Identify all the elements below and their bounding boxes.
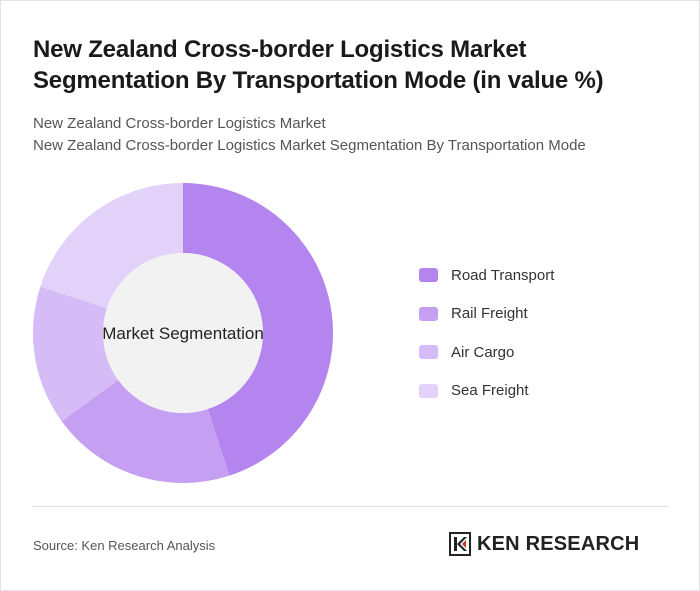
donut-slice-rail-freight — [61, 380, 230, 484]
source-text: Source: Ken Research Analysis — [33, 538, 216, 553]
chart-legend: Road Transport Rail Freight Air Cargo Sea F… — [419, 265, 554, 419]
footer-divider — [33, 506, 668, 507]
donut-slice-road-transport — [183, 183, 334, 476]
legend-label: Road Transport — [451, 266, 555, 284]
legend-item: Road Transport — [419, 265, 554, 285]
legend-label: Air Cargo — [451, 343, 515, 361]
donut-chart: Market Segmentation — [33, 183, 334, 484]
subtitle-line-2: New Zealand Cross-border Logistics Marke… — [33, 137, 586, 154]
legend-swatch — [419, 306, 438, 321]
legend-label: Rail Freight — [451, 305, 528, 322]
chart-title: New Zealand Cross-border Logistics Marke… — [33, 36, 604, 94]
ken-research-logo-icon — [449, 532, 471, 556]
brand-logo: KEN RESEARCH — [449, 532, 639, 556]
legend-item: Rail Freight — [419, 304, 554, 324]
donut-slice-sea-freight — [40, 183, 183, 309]
donut-slice-air-cargo — [33, 286, 119, 422]
subtitle-line-1: New Zealand Cross-border Logistics Marke… — [33, 115, 326, 132]
brand-name: KEN RESEARCH — [477, 532, 640, 555]
legend-swatch — [419, 383, 438, 398]
legend-item: Air Cargo — [419, 342, 554, 362]
legend-label: Sea Freight — [451, 382, 529, 399]
legend-swatch — [419, 345, 438, 359]
donut-center — [103, 253, 263, 413]
legend-item: Sea Freight — [419, 381, 554, 401]
legend-swatch — [419, 268, 438, 282]
donut-center-label: Market Segmentation — [102, 324, 264, 343]
chart-subtitle: New Zealand Cross-border Logistics Marke… — [33, 113, 673, 157]
